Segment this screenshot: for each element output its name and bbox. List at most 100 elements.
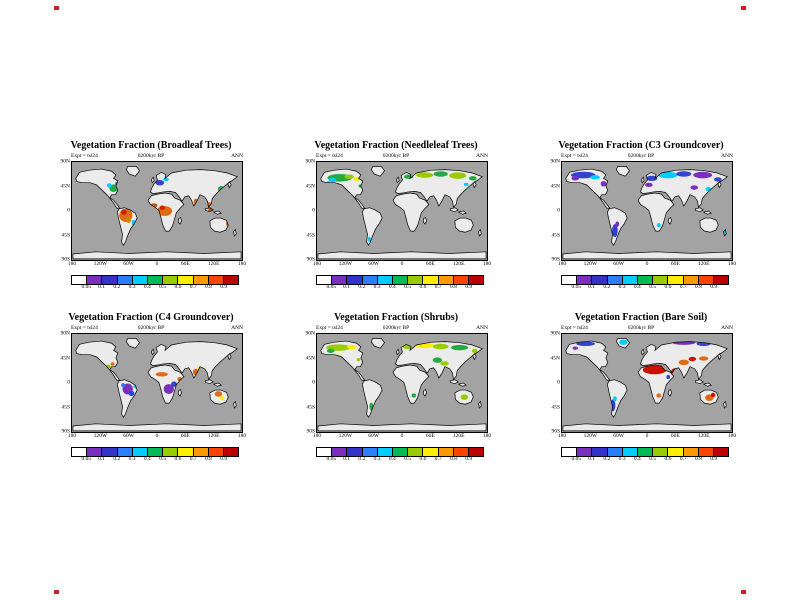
time-period-label: 0200kyr BP [137, 153, 165, 159]
colorbar-segment [607, 448, 623, 456]
colorbar-tick-label: 0.3 [618, 284, 626, 290]
colorbar-tick-label: 0.9 [465, 456, 473, 462]
colorbar-tick-label: 0.5 [649, 284, 657, 290]
colorbar-segment [208, 276, 224, 284]
lon-tick-label: 0 [400, 433, 404, 439]
colorbar-segment [193, 276, 209, 284]
colorbar-segment [223, 276, 239, 284]
panel-title: Vegetation Fraction (Shrubs) [333, 312, 459, 323]
lon-tick-label: 180 [312, 433, 322, 439]
lon-tick-label: 0 [645, 261, 649, 267]
colorbar-segment [362, 276, 378, 284]
lat-tick-label: 45S [306, 231, 315, 238]
lon-tick-label: 180 [67, 261, 77, 267]
lat-tick-label: 90N [60, 330, 70, 337]
lat-tick-label: 45N [305, 354, 315, 361]
experiment-label: Expt = tsl24 [316, 325, 343, 331]
lat-tick-label: 45N [550, 182, 560, 189]
world-map: 90N 45N 0 45S 90S 180 120W 60W 0 60E 120E 180 [61, 331, 247, 439]
colorbar-tick-label: 0.8 [205, 456, 212, 462]
colorbar-tick-label: 0.05 [81, 284, 92, 290]
lon-tick-label: 60W [613, 261, 625, 267]
colorbar-tick-label: 0.8 [695, 456, 702, 462]
colorbar-segment [347, 448, 363, 456]
lat-tick-label: 90S [551, 256, 560, 263]
lat-tick-label: 90S [306, 256, 315, 263]
colorbar-segment [332, 276, 348, 284]
lon-tick-label: 120W [338, 261, 353, 267]
colorbar-segment [698, 276, 714, 284]
colorbar-segment [377, 448, 393, 456]
colorbar-segment [622, 276, 638, 284]
lat-tick-label: 45S [61, 231, 70, 238]
lon-tick-label: 60E [670, 261, 680, 267]
colorbar-tick-label: 0.4 [388, 456, 396, 462]
map-panel: Vegetation Fraction (C3 Groundcover) Exp… [545, 140, 737, 312]
lat-tick-label: 45N [550, 354, 560, 361]
colorbar-tick-label: 0.5 [159, 456, 167, 462]
colorbar-segment [653, 448, 669, 456]
colorbar-tick-label: 0.2 [113, 456, 121, 462]
lon-tick-label: 60E [425, 261, 435, 267]
world-map: 90N 45N 0 45S 90S 180 120W 60W 0 60E 120E 180 [306, 159, 492, 267]
colorbar-tick-label: 0.5 [649, 456, 657, 462]
lon-tick-label: 120E [452, 433, 465, 439]
panel-meta: Expt = tsl24 0200kyr BP ANN [55, 324, 247, 333]
lon-tick-label: 120E [697, 261, 710, 267]
experiment-label: Expt = tsl24 [71, 325, 98, 331]
colorbar: 0.05 0.1 0.2 0.3 0.4 0.5 0.6 0.7 0.8 0.9 [71, 275, 239, 290]
colorbar-segment [317, 448, 333, 456]
colorbar-scale [316, 447, 484, 457]
colorbar-segment [147, 276, 164, 284]
colorbar-tick-label: 0.5 [404, 456, 412, 462]
colorbar-tick-label: 0.5 [404, 284, 412, 290]
colorbar-tick-label: 0.6 [174, 456, 182, 462]
panel-title: Vegetation Fraction (Needleleaf Trees) [314, 140, 478, 151]
lon-tick-label: 120E [452, 261, 465, 267]
colorbar-segment [193, 448, 209, 456]
panel-title: Vegetation Fraction (Bare Soil) [574, 312, 708, 323]
colorbar-segment [453, 276, 469, 284]
world-map: 90N 45N 0 45S 90S 180 120W 60W 0 60E 120E 180 [551, 159, 737, 267]
lat-tick-label: 0 [557, 207, 560, 214]
colorbar-tick-label: 0.2 [358, 456, 366, 462]
lat-tick-label: 90S [61, 256, 70, 263]
colorbar-tick-label: 0.3 [128, 456, 136, 462]
colorbar-segment [592, 276, 608, 284]
colorbar-segment [713, 448, 729, 456]
colorbar-segment [408, 276, 424, 284]
panel-meta: Expt = tsl24 0200kyr BP ANN [300, 324, 492, 333]
colorbar-scale [71, 275, 239, 285]
world-map-svg [562, 334, 732, 432]
colorbar-segment [178, 448, 194, 456]
lon-tick-label: 120W [93, 261, 108, 267]
lon-tick-label: 60E [425, 433, 435, 439]
colorbar-segment [653, 276, 669, 284]
lon-tick-label: 60W [368, 433, 380, 439]
colorbar-tick-label: 0.4 [388, 284, 396, 290]
map-panel: Vegetation Fraction (Bare Soil) Expt = t… [545, 312, 737, 484]
colorbar-tick-label: 0.05 [326, 456, 337, 462]
colorbar-tick-label: 0.9 [710, 284, 718, 290]
colorbar-segment [698, 448, 714, 456]
registration-mark-bottom-right [741, 590, 746, 594]
colorbar-segment [132, 276, 148, 284]
colorbar-tick-label: 0.8 [205, 284, 212, 290]
lon-tick-label: 120E [207, 433, 220, 439]
colorbar-segment [392, 276, 409, 284]
colorbar-tick-label: 0.1 [98, 284, 105, 290]
colorbar-segment [683, 448, 699, 456]
colorbar-tick-label: 0.1 [343, 456, 350, 462]
colorbar: 0.05 0.1 0.2 0.3 0.4 0.5 0.6 0.7 0.8 0.9 [561, 447, 729, 462]
lat-tick-label: 45S [551, 231, 560, 238]
colorbar-segment [87, 276, 103, 284]
lon-tick-label: 180 [727, 261, 737, 267]
colorbar-tick-label: 0.7 [679, 456, 687, 462]
colorbar-segment [637, 448, 654, 456]
lat-tick-label: 45S [61, 403, 70, 410]
colorbar-segment [72, 448, 88, 456]
colorbar-tick-label: 0.4 [143, 284, 151, 290]
colorbar-tick-label: 0.5 [159, 284, 167, 290]
colorbar-segment [102, 448, 118, 456]
